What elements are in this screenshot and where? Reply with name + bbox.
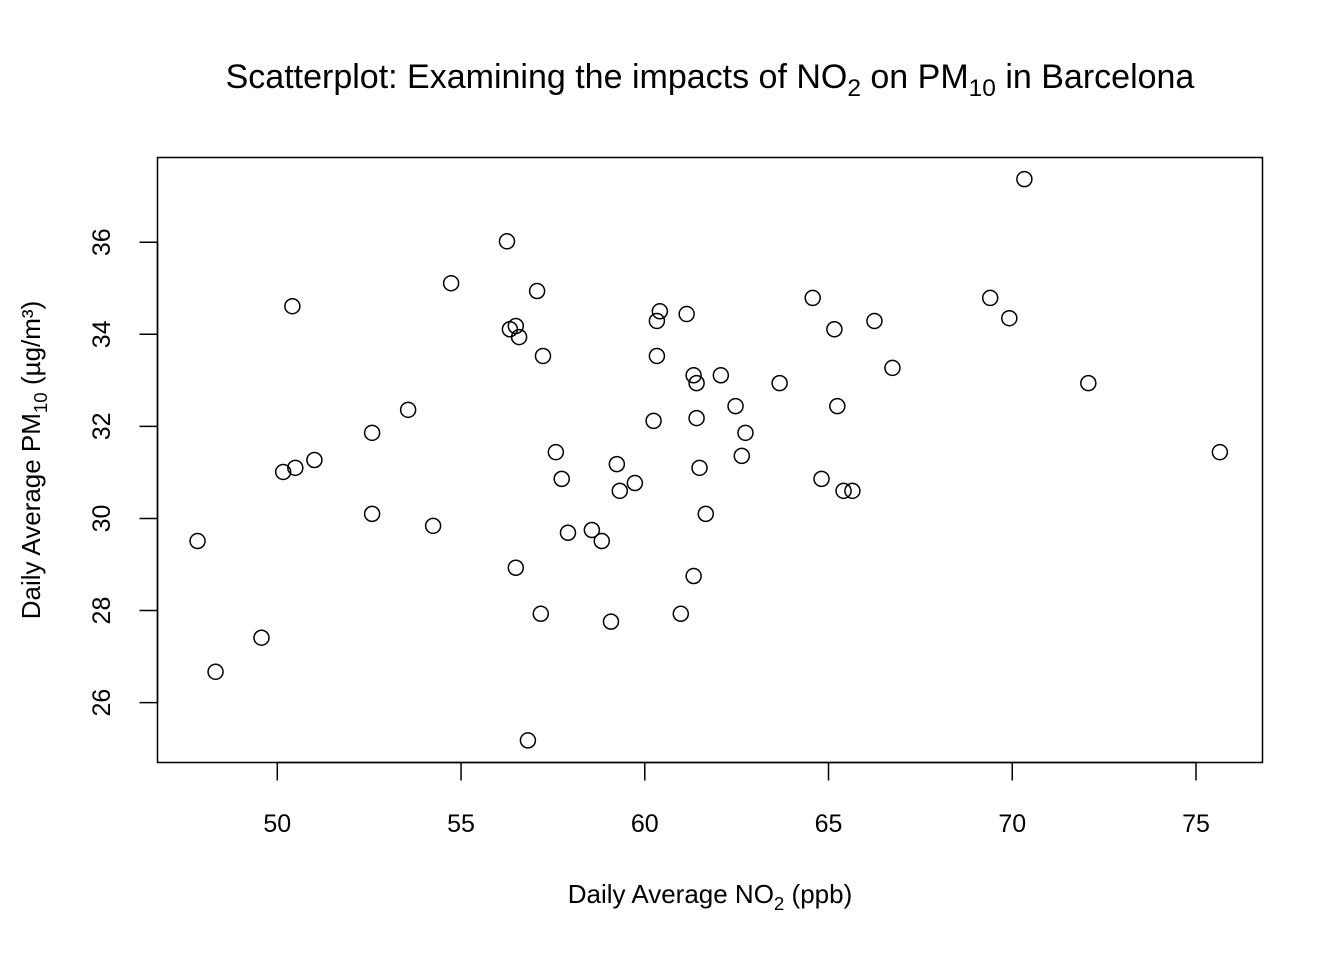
data-point [727,397,744,415]
data-point [737,424,754,442]
data-point [771,374,788,392]
data-point [274,463,292,481]
y-axis-label: Daily Average PM10 (µg/m³) [16,301,51,620]
data-point [253,629,270,646]
data-point [685,567,702,585]
data-point [691,459,708,477]
data-point [826,320,843,338]
data-point [804,289,821,307]
data-point [363,505,381,523]
data-point [813,470,830,488]
data-point [287,459,304,477]
data-point [835,482,852,500]
x-tick-label: 50 [263,810,291,838]
data-point [519,732,537,749]
data-point [608,455,626,473]
data-point [547,443,565,461]
x-tick-label: 65 [815,810,843,838]
y-tick-label: 34 [88,320,116,348]
data-point [534,347,552,365]
data-point [501,320,519,338]
data-point [507,317,525,335]
data-point [688,409,705,427]
data-point [284,297,301,315]
data-point [678,305,695,323]
data-point [688,374,705,392]
data-point [645,412,662,430]
data-point [602,613,620,630]
y-tick-label: 36 [88,228,116,256]
data-point [507,559,525,576]
x-tick-label: 55 [447,810,475,838]
data-point [559,524,577,541]
data-point [510,328,528,346]
data-point [306,451,323,469]
data-point [583,521,601,539]
y-tick-label: 26 [88,689,116,717]
data-point [207,663,224,681]
y-tick-label: 28 [88,597,116,625]
data-point [553,470,570,488]
data-point [697,505,715,523]
data-point [829,397,846,415]
x-axis: 50 55 60 65 70 75 [263,761,1210,838]
data-point [733,447,751,465]
x-axis-label: Daily Average NO2 (ppb) [568,879,853,914]
data-point [884,359,901,377]
x-tick-label: 60 [631,810,659,838]
data-point [532,605,550,623]
data-point [1016,170,1033,188]
y-axis: 26 28 30 32 34 36 [88,228,159,717]
x-tick-label: 75 [1182,810,1210,838]
data-point [1080,374,1097,392]
data-point [626,474,644,492]
data-point [648,312,666,330]
data-point [399,401,417,419]
data-point [866,312,883,330]
data-point [981,289,999,307]
data-point [498,233,516,250]
data-point [1001,309,1018,327]
data-point [651,303,669,320]
data-point [528,282,546,300]
data-points [189,170,1229,749]
data-point [424,517,442,535]
x-tick-label: 70 [998,810,1026,838]
data-point [685,367,702,384]
y-tick-label: 32 [88,412,116,440]
data-point [1211,443,1229,461]
chart-title: Scatterplot: Examining the impacts of NO… [226,58,1195,102]
data-point [844,482,861,500]
data-point [712,367,730,384]
data-point [593,532,611,550]
data-point [189,532,206,550]
plot-frame [156,156,1264,764]
data-point [363,424,381,442]
data-point [672,605,690,623]
data-point [442,274,460,292]
data-point [648,347,666,365]
data-point [611,482,629,500]
y-tick-label: 30 [88,505,116,533]
